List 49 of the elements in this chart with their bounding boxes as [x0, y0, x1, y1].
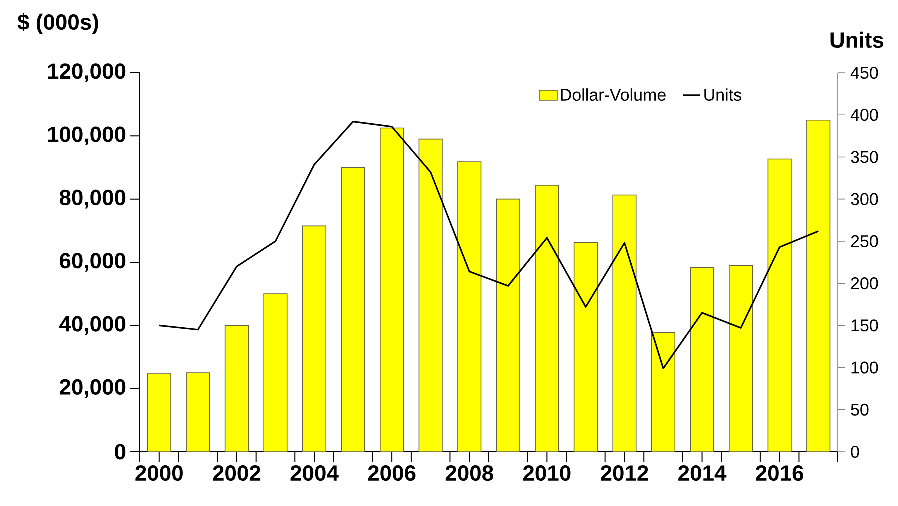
x-tick-label: 2004: [290, 466, 339, 482]
y2-tick-label: 250: [851, 235, 878, 248]
bar: [690, 267, 714, 452]
y2-tick-label: 450: [850, 66, 878, 80]
bar: [574, 242, 598, 452]
y-tick-label: 80,000: [60, 190, 126, 209]
y-tick-label: 40,000: [60, 316, 126, 336]
y2-tick-label: 200: [851, 278, 878, 290]
y2-tick-label: 100: [852, 362, 878, 374]
bar: [496, 198, 520, 452]
x-tick-label: 2008: [446, 466, 494, 482]
bar: [612, 194, 637, 452]
bar: [418, 138, 443, 452]
bar: [302, 226, 327, 452]
bar: [380, 128, 404, 452]
x-tick-label: 2006: [368, 466, 416, 482]
bar: [651, 332, 676, 452]
y2-tick-label: 0: [851, 446, 860, 458]
bar: [186, 372, 210, 452]
bar: [458, 162, 482, 452]
line-series: [158, 121, 820, 370]
y2-tick-label: 400: [850, 109, 878, 122]
y-tick-label: 60,000: [60, 253, 126, 272]
x-tick-label: 2014: [678, 466, 727, 482]
y2-tick-label: 300: [851, 193, 878, 206]
bar: [806, 120, 831, 452]
bar: [768, 158, 792, 452]
y-tick-label: 0: [115, 444, 126, 460]
x-tick-label: 2002: [213, 466, 261, 482]
y-tick-label: 100,000: [48, 126, 126, 146]
x-tick-label: 2010: [523, 466, 571, 482]
bar: [729, 266, 754, 452]
y2-axis-title: Units: [830, 32, 884, 48]
y2-tick-label: 350: [851, 151, 878, 164]
legend-label: Units: [704, 88, 742, 102]
bar: [341, 167, 366, 452]
y2-tick-label: 50: [851, 404, 869, 416]
bar: [147, 374, 172, 452]
y-axis-title: $ (000s): [18, 14, 98, 34]
x-tick-label: 2016: [756, 466, 804, 482]
bar: [535, 185, 560, 452]
x-tick-label: 2012: [601, 466, 648, 482]
bar: [224, 325, 249, 452]
y-tick-label: 120,000: [48, 64, 126, 82]
y-tick-label: 20,000: [60, 379, 126, 398]
y2-tick-label: 150: [852, 320, 878, 332]
legend-label: Dollar-Volume: [561, 88, 666, 102]
bar: [264, 294, 288, 452]
x-tick-label: 2000: [136, 466, 183, 482]
